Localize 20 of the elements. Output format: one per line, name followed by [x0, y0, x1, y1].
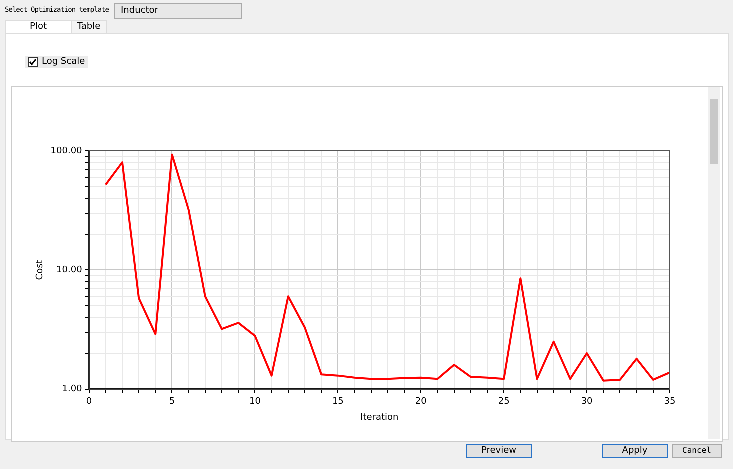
- x-tick-label: 0: [86, 397, 92, 408]
- x-tick-label: 35: [664, 397, 676, 408]
- text: Apply: [602, 444, 668, 458]
- text: Plot: [5, 20, 72, 34]
- y-tick-label: 10.00: [56, 266, 83, 276]
- x-tick-label: 30: [581, 397, 594, 408]
- x-tick-label: 20: [415, 397, 428, 408]
- x-tick-label: 25: [498, 397, 510, 408]
- x-tick-label: 15: [332, 397, 344, 408]
- y-tick-label: 1.00: [62, 384, 83, 395]
- text: Log Scale: [42, 56, 86, 68]
- y-tick-label: 100.00: [50, 146, 83, 156]
- text: Table: [71, 20, 107, 34]
- y-axis-title: Cost: [36, 260, 46, 280]
- text: Inductor: [114, 3, 242, 19]
- x-tick-label: 5: [169, 397, 176, 408]
- x-axis-title: Iteration: [360, 412, 399, 423]
- x-tick-label: 10: [249, 397, 262, 408]
- text: Preview: [466, 444, 532, 458]
- text: Cancel: [672, 444, 722, 458]
